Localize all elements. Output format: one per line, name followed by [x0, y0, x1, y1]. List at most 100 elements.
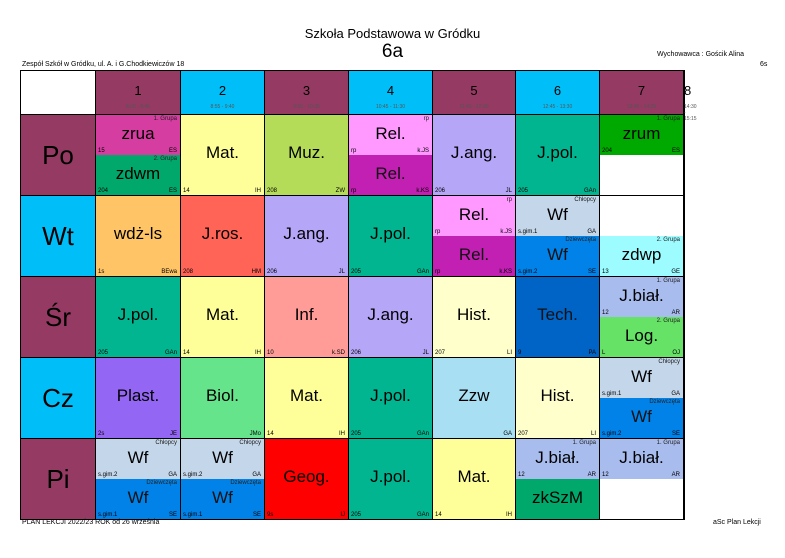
lesson-cell[interactable]: H i k w B1. GrupaVbla [683, 276, 685, 358]
lesson-block[interactable]: zrua 1. Grupa 15 ES [96, 115, 180, 156]
class-tutor: Wychowawca : Gościk Alina [657, 51, 745, 58]
lesson-block[interactable]: Mat. 14 IH [181, 277, 264, 357]
lesson-block[interactable]: Wf Dziewczęta s.gim.2 SE [600, 398, 683, 438]
lesson-cell[interactable]: J.biał. 1. Grupa 12 AR zkSzM [515, 438, 600, 520]
lesson-block[interactable] [600, 196, 683, 237]
room-label: 14 [435, 512, 442, 518]
lesson-cell[interactable]: Rel. rp rp k.JS Rel. rp k.KS [348, 114, 433, 196]
lesson-cell[interactable]: zrum 1. Grupa 204 ES [599, 114, 684, 196]
lesson-cell[interactable]: Plast. 2s JE [95, 357, 181, 439]
teacher-label: HM [251, 269, 261, 275]
lesson-block[interactable]: J.pol. 205 GAn [96, 277, 180, 357]
lesson-block[interactable]: Hist. 207 LI [433, 277, 515, 357]
lesson-block[interactable]: Mat. 14 IH [181, 115, 264, 195]
lesson-cell[interactable]: J.pol. 205 GAn [348, 195, 433, 277]
lesson-block[interactable]: J.ros. 208 HM [181, 196, 264, 276]
lesson-block[interactable] [600, 479, 683, 519]
lesson-block[interactable]: J.ang. 206 JL [349, 277, 432, 357]
lesson-cell[interactable] [683, 114, 685, 196]
lesson-block[interactable]: Wf Dziewczęta s.gim.1 SE [181, 479, 264, 519]
lesson-block[interactable]: Plast. 2s JE [96, 358, 180, 438]
lesson-cell[interactable]: Hist. 207 LI [515, 357, 600, 439]
lesson-cell[interactable]: Mat. 14 IH [264, 357, 349, 439]
lesson-block[interactable]: Zzw GA [433, 358, 515, 438]
lesson-cell[interactable]: Tech. 9 PA [515, 276, 600, 358]
lesson-block[interactable]: Rel. rp k.KS [433, 236, 515, 276]
lesson-block[interactable]: Rel. rp rp k.JS [433, 196, 515, 237]
subject-label: Wf [547, 205, 568, 224]
teacher-label: AR [587, 472, 596, 478]
lesson-block[interactable]: J.biał. 1. Grupa 12 AR [600, 439, 683, 480]
lesson-cell[interactable]: J.biał. 1. Grupa 12 AR Log. 2. Grupa L OJ [599, 276, 684, 358]
lesson-cell[interactable]: Zzw GA [432, 357, 516, 439]
lesson-cell[interactable]: J.ang. 206 JL [264, 195, 349, 277]
lesson-cell[interactable] [683, 357, 685, 439]
lesson-cell[interactable]: zrua 1. Grupa 15 ES zdwm 2. Grupa 204 ES [95, 114, 181, 196]
lesson-block[interactable]: J.pol. 205 GAn [349, 196, 432, 276]
lesson-block[interactable]: zdwp 2. Grupa 13 GE [600, 236, 683, 276]
room-label: s.gim.1 [518, 229, 538, 235]
lesson-block[interactable]: Geog. 9s IJ [265, 439, 348, 519]
lesson-block[interactable]: J.pol. 205 GAn [516, 115, 599, 195]
lesson-block[interactable]: Biol. JMo [181, 358, 264, 438]
lesson-cell[interactable] [683, 195, 685, 277]
lesson-cell[interactable]: Biol. JMo [180, 357, 265, 439]
lesson-block[interactable]: zrum 1. Grupa 204 ES [600, 115, 683, 156]
subject-label: J.ang. [283, 224, 330, 243]
lesson-block[interactable]: wdż-ls 1s BEwa [96, 196, 180, 276]
lesson-cell[interactable] [683, 438, 685, 520]
lesson-cell[interactable]: Wf Chłopcy s.gim.2 GA Wf Dziewczęta s.gim.1 SE [180, 438, 265, 520]
lesson-cell[interactable]: J.pol. 205 GAn [348, 438, 433, 520]
lesson-block[interactable]: Wf Chłopcy s.gim.2 GA [96, 439, 180, 480]
lesson-block[interactable]: J.pol. 205 GAn [349, 358, 432, 438]
day-label-wt: Wt [20, 195, 96, 277]
lesson-block[interactable]: Wf Chłopcy s.gim.1 GA [600, 358, 683, 399]
lesson-block[interactable]: Rel. rp rp k.JS [349, 115, 432, 156]
lesson-cell[interactable]: J.biał. 1. Grupa 12 AR [599, 438, 684, 520]
subject-label: Log. [624, 326, 659, 345]
lesson-cell[interactable]: Mat. 14 IH [432, 438, 516, 520]
lesson-cell[interactable]: Geog. 9s IJ [264, 438, 349, 520]
lesson-block[interactable] [600, 155, 683, 195]
lesson-cell[interactable]: Mat. 14 IH [180, 114, 265, 196]
lesson-block[interactable]: Hist. 207 LI [516, 358, 599, 438]
lesson-block[interactable]: Wf Dziewczęta s.gim.2 SE [516, 236, 599, 276]
lesson-cell[interactable]: Wf Chłopcy s.gim.1 GA Wf Dziewczęta s.gim.2 SE [515, 195, 600, 277]
lesson-cell[interactable]: J.ang. 206 JL [348, 276, 433, 358]
room-label: s.gim.2 [98, 472, 118, 478]
lesson-block[interactable]: J.biał. 1. Grupa 12 AR [516, 439, 599, 480]
lesson-cell[interactable]: Hist. 207 LI [432, 276, 516, 358]
lesson-block[interactable]: J.pol. 205 GAn [349, 439, 432, 519]
lesson-block[interactable]: Mat. 14 IH [433, 439, 515, 519]
lesson-block[interactable]: Rel. rp k.KS [349, 155, 432, 195]
lesson-block[interactable]: Mat. 14 IH [265, 358, 348, 438]
lesson-cell[interactable]: J.ang. 206 JL [432, 114, 516, 196]
lesson-cell[interactable]: Mat. 14 IH [180, 276, 265, 358]
lesson-block[interactable]: Inf. 10 k.SD [265, 277, 348, 357]
lesson-block[interactable]: J.ang. 206 JL [265, 196, 348, 276]
lesson-block[interactable]: Log. 2. Grupa L OJ [600, 317, 683, 357]
lesson-block[interactable]: Wf Dziewczęta s.gim.1 SE [96, 479, 180, 519]
lesson-cell[interactable]: J.pol. 205 GAn [348, 357, 433, 439]
lesson-cell[interactable]: J.ros. 208 HM [180, 195, 265, 277]
lesson-block[interactable]: Muz. 208 ZW [265, 115, 348, 195]
lesson-block[interactable]: Wf Chłopcy s.gim.1 GA [516, 196, 599, 237]
lesson-cell[interactable]: Rel. rp rp k.JS Rel. rp k.KS [432, 195, 516, 277]
lesson-cell[interactable]: zdwp 2. Grupa 13 GE [599, 195, 684, 277]
lesson-cell[interactable]: Muz. 208 ZW [264, 114, 349, 196]
lesson-block[interactable]: J.biał. 1. Grupa 12 AR [600, 277, 683, 318]
lesson-block[interactable]: J.ang. 206 JL [433, 115, 515, 195]
lesson-cell[interactable]: Wf Chłopcy s.gim.1 GA Wf Dziewczęta s.gim.2 SE [599, 357, 684, 439]
lesson-block[interactable]: zkSzM [516, 479, 599, 519]
subject-label: zdwp [621, 245, 662, 264]
lesson-cell[interactable]: Inf. 10 k.SD [264, 276, 349, 358]
lesson-cell[interactable]: J.pol. 205 GAn [95, 276, 181, 358]
lesson-cell[interactable]: Wf Chłopcy s.gim.2 GA Wf Dziewczęta s.gim.1 SE [95, 438, 181, 520]
lesson-block[interactable]: Tech. 9 PA [516, 277, 599, 357]
lesson-block[interactable]: Wf Chłopcy s.gim.2 GA [181, 439, 264, 480]
room-label: 13 [602, 269, 609, 275]
lesson-cell[interactable]: wdż-ls 1s BEwa [95, 195, 181, 277]
lesson-cell[interactable]: J.pol. 205 GAn [515, 114, 600, 196]
group-label: Dziewczęta [230, 480, 261, 486]
lesson-block[interactable]: zdwm 2. Grupa 204 ES [96, 155, 180, 195]
